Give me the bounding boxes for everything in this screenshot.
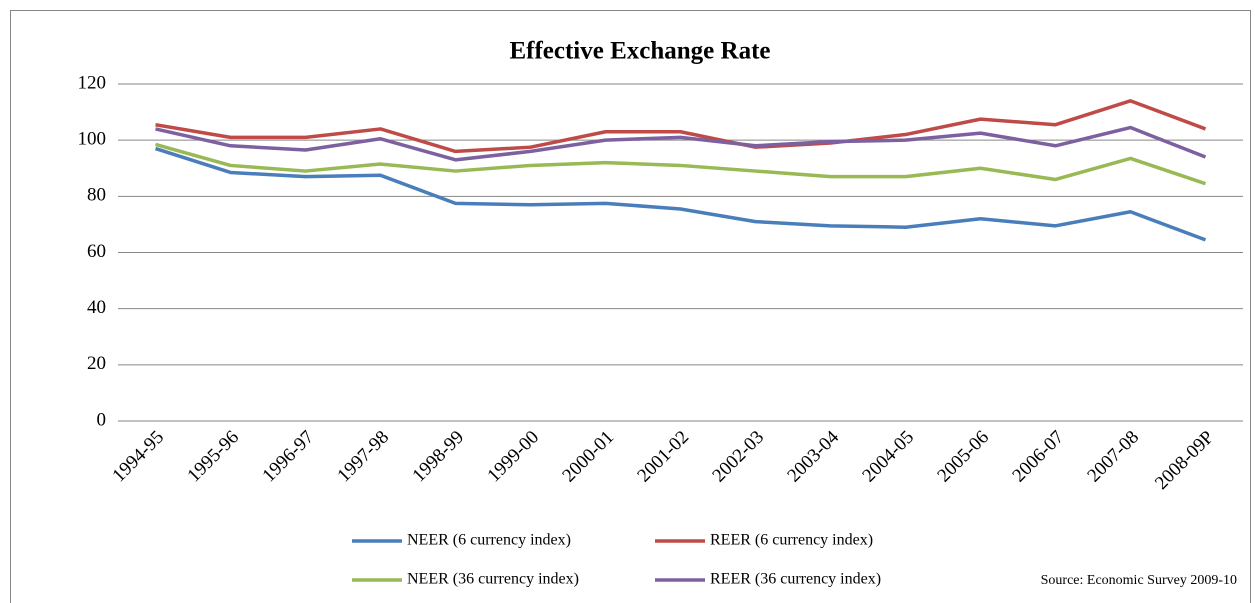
y-tick-label: 20 (87, 353, 106, 374)
y-tick-label: 40 (87, 297, 106, 318)
series-line (155, 142, 1207, 186)
legend-label: REER (36 currency index) (710, 571, 881, 588)
series-line (155, 99, 1207, 154)
series-line (154, 146, 1207, 242)
legend-label: NEER (36 currency index) (407, 571, 579, 588)
y-tick-label: 100 (78, 129, 107, 150)
y-tick-label: 80 (87, 185, 106, 206)
chart-border (10, 10, 1251, 603)
y-tick-label: 120 (78, 72, 107, 93)
chart-title: Effective Exchange Rate (509, 38, 770, 65)
series-line (155, 125, 1207, 162)
source-note: Source: Economic Survey 2009-10 (1041, 573, 1237, 588)
y-tick-label: 0 (97, 409, 107, 430)
y-tick-label: 60 (87, 241, 106, 262)
legend-label: REER (6 currency index) (710, 532, 873, 549)
legend-label: NEER (6 currency index) (407, 532, 571, 549)
